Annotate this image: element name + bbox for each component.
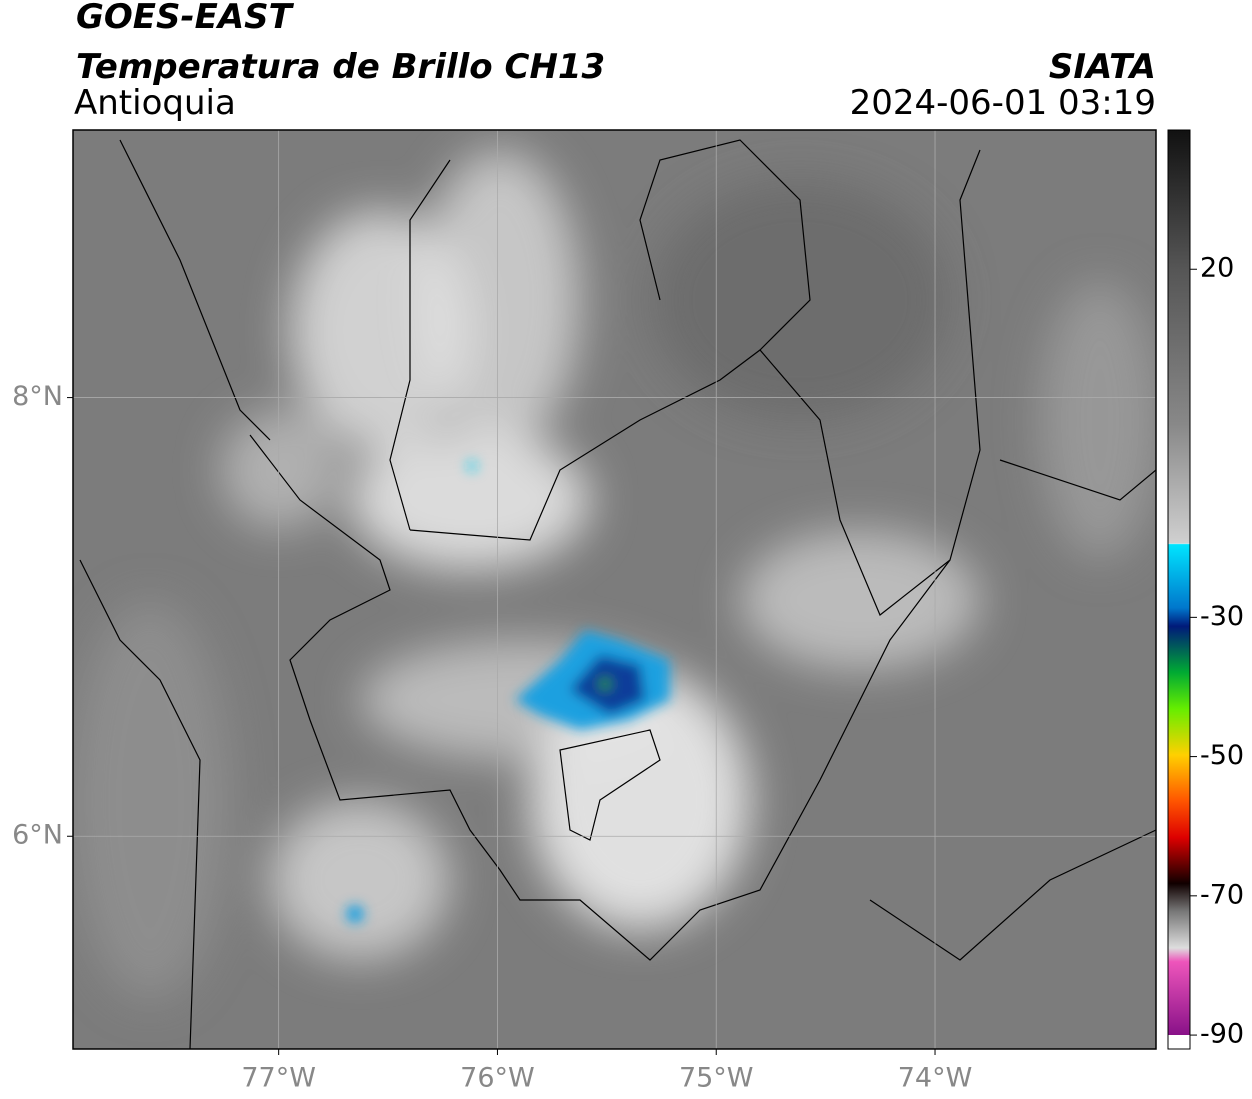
x-tick-label: 77°W xyxy=(241,1063,316,1094)
colorbar-tick-label: -30 xyxy=(1200,601,1244,632)
subtitle: Temperatura de Brillo CH13 xyxy=(76,47,605,87)
colorbar-tick-label: -50 xyxy=(1200,740,1244,771)
map-frame xyxy=(72,129,1157,1050)
colorbar-tick-label: -70 xyxy=(1200,879,1244,910)
colorbar xyxy=(1167,129,1191,1050)
x-tick-label: 74°W xyxy=(898,1063,973,1094)
x-tick-label: 75°W xyxy=(679,1063,754,1094)
datetime: 2024-06-01 03:19 xyxy=(850,83,1156,123)
title: GOES-EAST xyxy=(76,0,295,37)
y-tick-label: 8°N xyxy=(12,381,63,412)
source: SIATA xyxy=(1049,47,1156,87)
colorbar-tick-label: -90 xyxy=(1200,1019,1244,1050)
x-tick-label: 76°W xyxy=(460,1063,535,1094)
y-tick-label: 6°N xyxy=(12,820,63,851)
region: Antioquia xyxy=(74,83,236,123)
satellite-image xyxy=(73,130,1156,1049)
colorbar-tick-label: 20 xyxy=(1200,253,1234,284)
